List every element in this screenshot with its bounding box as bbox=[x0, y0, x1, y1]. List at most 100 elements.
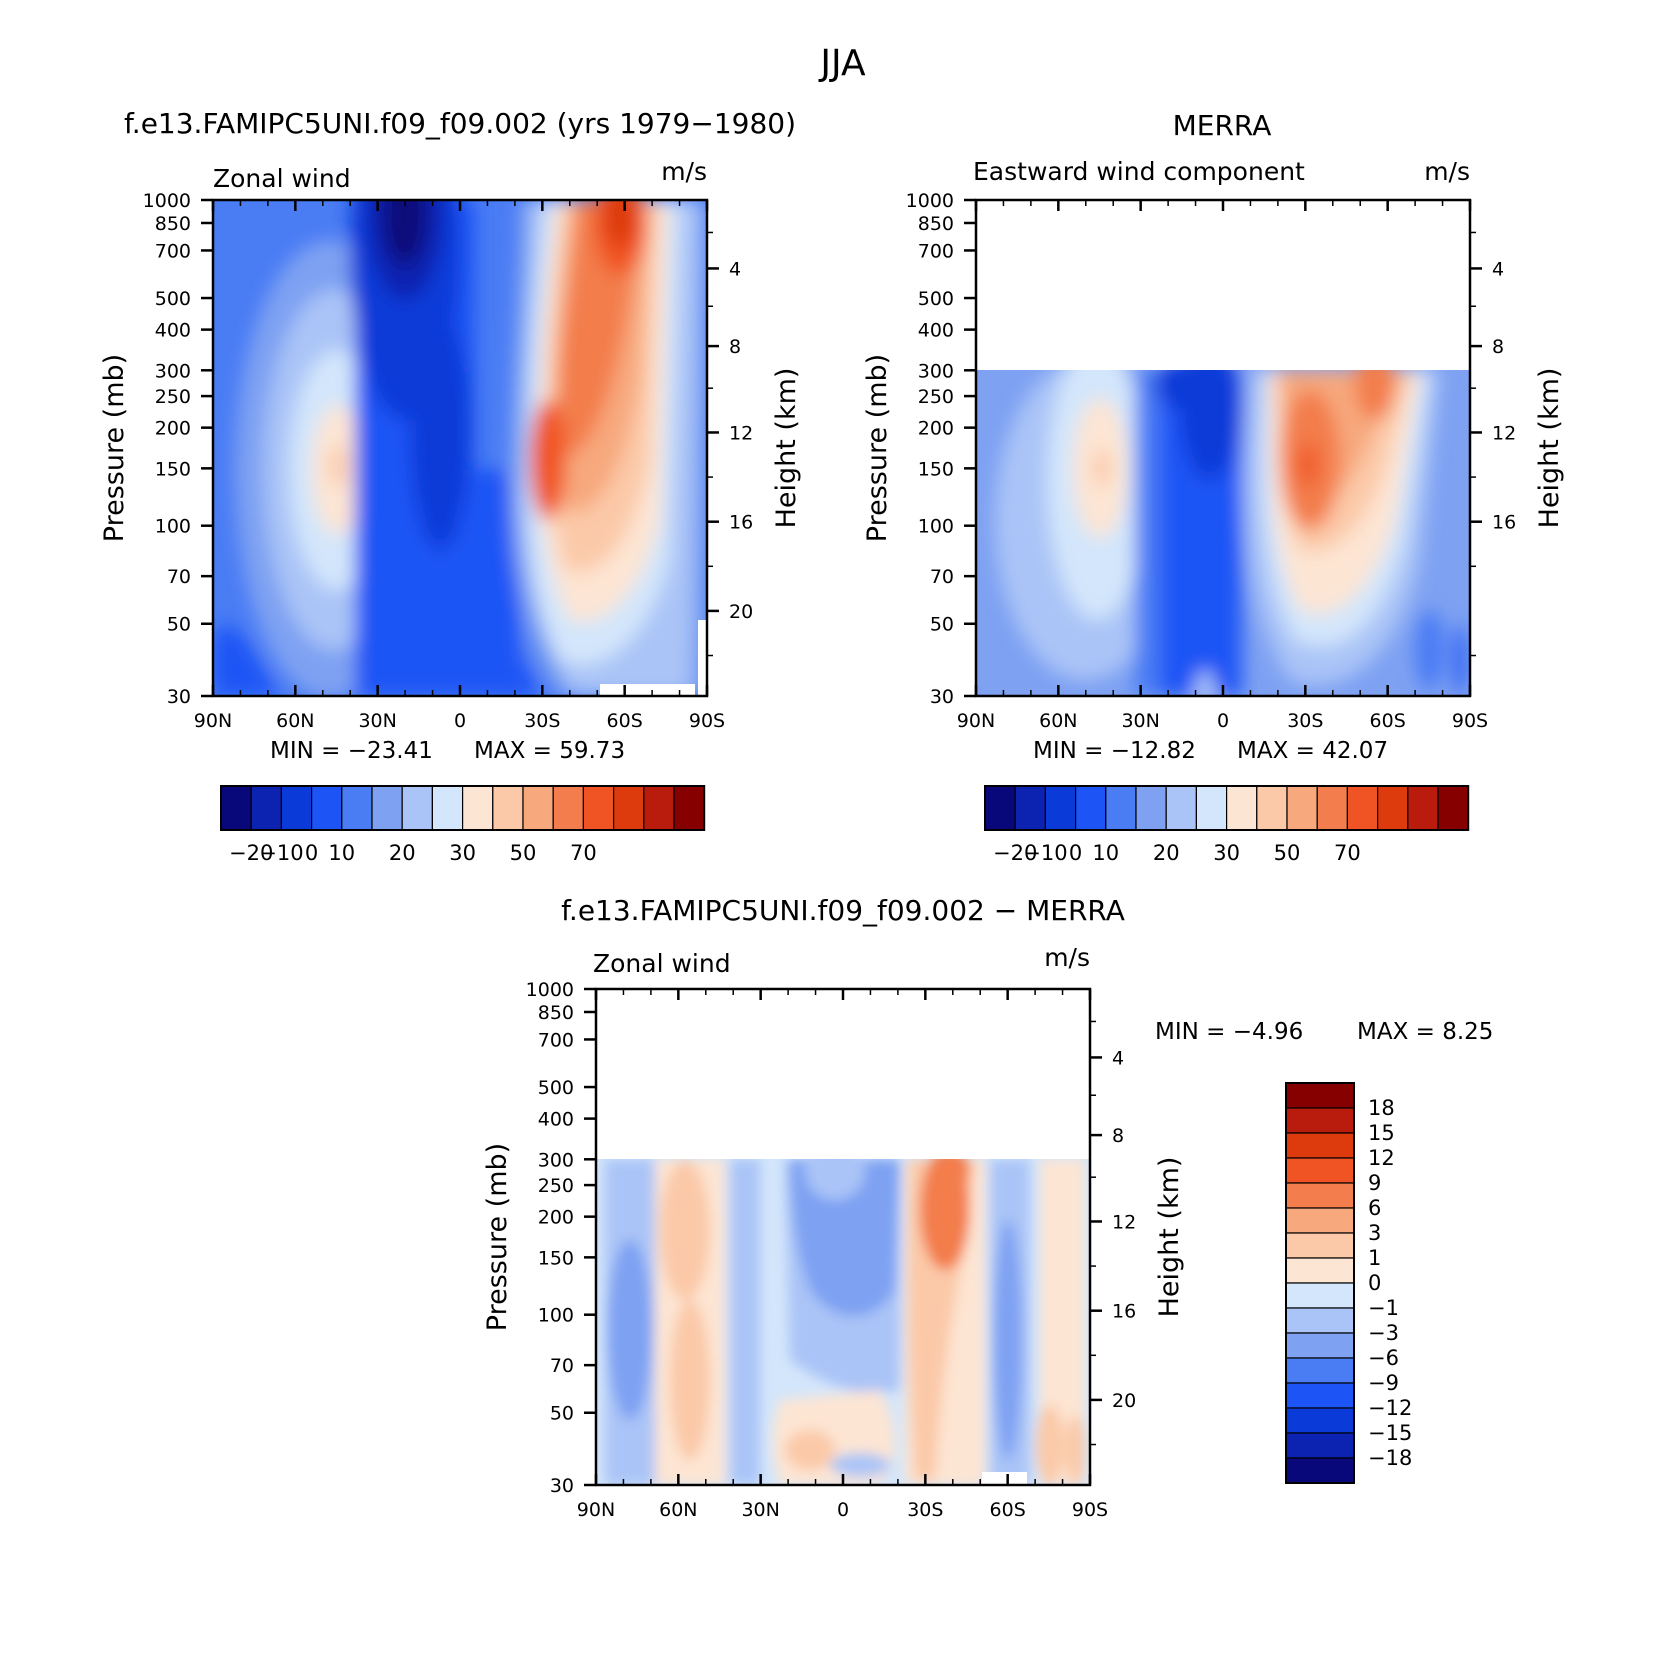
panel-diff-max-label: MAX = 8.25 bbox=[1357, 1019, 1493, 1045]
height-tick-label: 4 bbox=[729, 258, 741, 280]
colorbar-label: 0 bbox=[1368, 1271, 1381, 1295]
colorbar-box bbox=[1225, 785, 1258, 831]
panel-obs-colorbar: −20−10 0 10 20 30 50 70 bbox=[984, 785, 1470, 865]
y-tick-label: 1000 bbox=[143, 190, 191, 212]
colorbar-box bbox=[522, 785, 554, 831]
colorbar-frame bbox=[220, 785, 706, 831]
colorbar-box bbox=[401, 785, 434, 831]
y-tick-label: 300 bbox=[918, 360, 954, 382]
x-tick-label: 90S bbox=[1072, 1499, 1108, 1521]
colorbar-label: 3 bbox=[1368, 1221, 1381, 1245]
panel-obs-contour-field bbox=[976, 370, 1470, 696]
panel-obs-left-string: Eastward wind component bbox=[973, 157, 1305, 186]
panel-model-max-label: MAX = 59.73 bbox=[474, 738, 625, 764]
colorbar-box bbox=[220, 785, 252, 831]
colorbar-label: 20 bbox=[1153, 841, 1180, 865]
height-tick-label: 16 bbox=[729, 512, 753, 534]
colorbar-label: 18 bbox=[1368, 1096, 1395, 1120]
y-tick-label: 50 bbox=[167, 614, 191, 636]
x-tick-label: 90S bbox=[689, 710, 725, 732]
colorbar-box bbox=[1285, 1457, 1355, 1484]
colorbar-box bbox=[1407, 785, 1439, 831]
panel-diff-y-label: Pressure (mb) bbox=[482, 1143, 513, 1331]
panel-obs-y-label-right: Height (km) bbox=[1534, 368, 1565, 529]
y-tick-label: 30 bbox=[930, 686, 954, 708]
colorbar-box bbox=[643, 785, 675, 831]
colorbar-box bbox=[1285, 1107, 1355, 1134]
colorbar-box bbox=[1195, 785, 1228, 831]
panel-model-contour-field bbox=[213, 200, 707, 696]
colorbar-box bbox=[1286, 785, 1318, 831]
height-tick-label: 12 bbox=[1492, 422, 1516, 444]
colorbar-box bbox=[1285, 1382, 1355, 1409]
panel-obs-title: MERRA bbox=[1173, 109, 1272, 142]
colorbar-frame bbox=[984, 785, 1470, 831]
x-tick-label: 60S bbox=[1370, 710, 1406, 732]
colorbar-label: 15 bbox=[1368, 1121, 1395, 1145]
colorbar-box bbox=[1316, 785, 1348, 831]
colorbar-box bbox=[280, 785, 313, 831]
colorbar-box bbox=[371, 785, 403, 831]
colorbar-label: −1 bbox=[1368, 1296, 1399, 1320]
colorbar-label: 70 bbox=[1334, 841, 1361, 865]
panel-diff-left-string: Zonal wind bbox=[593, 949, 731, 978]
x-tick-label: 30S bbox=[1287, 710, 1323, 732]
panel-obs: MERRA Eastward wind component m/s bbox=[862, 109, 1565, 865]
colorbar-box bbox=[341, 785, 373, 831]
colorbar-label: −3 bbox=[1368, 1321, 1399, 1345]
x-tick-label: 60N bbox=[1039, 710, 1077, 732]
height-tick-label: 8 bbox=[1112, 1125, 1124, 1147]
y-tick-label: 700 bbox=[155, 240, 191, 262]
y-tick-label: 50 bbox=[930, 614, 954, 636]
x-tick-label: 0 bbox=[837, 1499, 849, 1521]
y-tick-label: 500 bbox=[538, 1077, 574, 1099]
colorbar-box bbox=[1135, 785, 1167, 831]
y-tick-label: 150 bbox=[155, 458, 191, 480]
y-tick-label: 250 bbox=[918, 386, 954, 408]
height-tick-label: 8 bbox=[729, 336, 741, 358]
colorbar-box bbox=[1285, 1157, 1355, 1184]
panel-diff-contour-field bbox=[596, 1159, 1090, 1485]
y-tick-label: 1000 bbox=[906, 190, 954, 212]
panel-model-right-string: m/s bbox=[661, 157, 707, 186]
panel-diff-right-string: m/s bbox=[1044, 943, 1090, 972]
colorbar-label: 0 bbox=[1069, 841, 1082, 865]
panel-model-left-string: Zonal wind bbox=[213, 164, 351, 193]
x-tick-label: 90N bbox=[194, 710, 232, 732]
y-tick-label: 150 bbox=[538, 1247, 574, 1269]
y-tick-label: 300 bbox=[155, 360, 191, 382]
y-tick-label: 400 bbox=[538, 1109, 574, 1131]
colorbar-box bbox=[311, 785, 343, 831]
y-tick-label: 100 bbox=[918, 516, 954, 538]
colorbar-label: 6 bbox=[1368, 1196, 1381, 1220]
x-tick-label: 30S bbox=[524, 710, 560, 732]
colorbar-box bbox=[1285, 1232, 1355, 1259]
colorbar-label: 10 bbox=[1092, 841, 1119, 865]
y-tick-label: 850 bbox=[155, 213, 191, 235]
colorbar-box bbox=[1285, 1332, 1355, 1359]
colorbar-label: −10 bbox=[259, 841, 303, 865]
x-tick-label: 60S bbox=[990, 1499, 1026, 1521]
x-tick-label: 0 bbox=[1217, 710, 1229, 732]
colorbar-box bbox=[1285, 1432, 1355, 1459]
colorbar-box bbox=[1285, 1257, 1355, 1284]
y-tick-label: 1000 bbox=[526, 979, 574, 1001]
height-tick-label: 20 bbox=[729, 601, 753, 623]
colorbar-label: −18 bbox=[1368, 1446, 1412, 1470]
x-tick-label: 60N bbox=[276, 710, 314, 732]
colorbar-label: 50 bbox=[1274, 841, 1301, 865]
colorbar-box bbox=[462, 785, 494, 831]
colorbar-box bbox=[612, 785, 645, 831]
colorbar-label: 10 bbox=[328, 841, 355, 865]
y-tick-label: 250 bbox=[155, 386, 191, 408]
colorbar-label: −20 bbox=[993, 841, 1037, 865]
x-tick-label: 60S bbox=[607, 710, 643, 732]
colorbar-box bbox=[552, 785, 585, 831]
panel-obs-max-label: MAX = 42.07 bbox=[1237, 738, 1388, 764]
height-tick-label: 12 bbox=[729, 422, 753, 444]
y-tick-label: 500 bbox=[918, 288, 954, 310]
y-tick-label: 200 bbox=[538, 1207, 574, 1229]
figure-title: JJA bbox=[818, 43, 866, 84]
